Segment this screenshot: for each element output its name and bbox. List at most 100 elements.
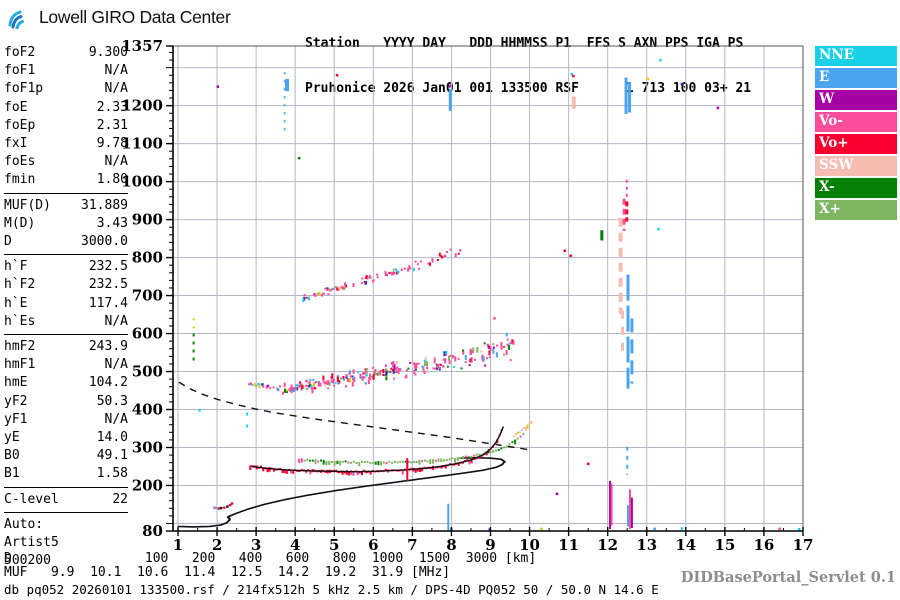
header-columns-line: Station YYYY DAY DDD HHMMSS P1 FFS S AXN… — [305, 36, 744, 51]
param-row-hf: h`F 232.5 — [4, 258, 128, 276]
grid-lines — [173, 46, 804, 531]
param-value: 3.43 — [96, 215, 128, 231]
param-label: hmF2 — [4, 339, 36, 355]
echo-type-legend: NNE E W Vo- Vo+ SSW X- X+ — [815, 46, 897, 222]
x-tick-label-1: 1 — [173, 536, 183, 554]
param-row-he: h`E 117.4 — [4, 295, 128, 313]
param-row-md: M(D) 3.43 — [4, 215, 128, 233]
scaled-parameters-panel: foF2 9.300 foF1 N/A foF1p N/A foE 2.33 foEp 2.31 f… — [4, 44, 128, 570]
logo-text: Lowell GIRO Data Center — [39, 6, 231, 27]
x-tick-label-8: 8 — [446, 536, 456, 554]
param-label: foE — [4, 99, 28, 115]
param-value: N/A — [104, 154, 128, 170]
series-multi-hop-upper-trace — [302, 248, 462, 302]
param-label: fxI — [4, 136, 28, 152]
param-row-foep: foEp 2.31 — [4, 117, 128, 135]
y-tick-label-1000: 1000 — [121, 173, 163, 191]
ionogram-data-layer — [178, 58, 801, 531]
param-row-hf2: h`F2 232.5 — [4, 276, 128, 294]
y-tick-label-1357: 1357 — [121, 37, 163, 55]
param-row-d: D 3000.0 — [4, 233, 128, 251]
y-tick-label-80: 80 — [142, 522, 163, 540]
series-f2-o-mode-trace — [249, 429, 503, 476]
param-label: D — [4, 234, 12, 250]
y-tick-label-400: 400 — [132, 401, 163, 419]
param-value: N/A — [104, 63, 128, 79]
param-label: hmF1 — [4, 357, 36, 373]
x-tick-label-3: 3 — [251, 536, 261, 554]
param-label: h`F — [4, 259, 28, 275]
y-tick-label-700: 700 — [132, 287, 163, 305]
giro-logo: Lowell GIRO Data Center — [8, 5, 231, 29]
param-label: h`E — [4, 295, 28, 311]
param-value: 31.889 — [81, 197, 128, 213]
autoscaling-info-line: 500200 — [4, 553, 51, 569]
param-row-foes: foEs N/A — [4, 153, 128, 171]
param-value: 1.58 — [96, 466, 128, 482]
x-tick-label-5: 5 — [329, 536, 339, 554]
param-value: N/A — [104, 81, 128, 97]
legend-item-vo: Vo- — [815, 112, 897, 132]
param-value: 232.5 — [88, 277, 128, 293]
param-row-fmin: fmin 1.80 — [4, 171, 128, 189]
station-header: Station YYYY DAY DDD HHMMSS P1 FFS S AXN… — [305, 6, 751, 111]
param-value: 9.300 — [88, 45, 128, 60]
y-tick-label-200: 200 — [132, 476, 163, 494]
param-row-fof1p: foF1p N/A — [4, 80, 128, 98]
param-value: 50.3 — [96, 393, 128, 409]
legend-item-w: W — [815, 90, 897, 110]
y-tick-label-1200: 1200 — [121, 97, 163, 115]
x-tick-label-4: 4 — [290, 536, 300, 554]
param-value: 104.2 — [88, 375, 128, 391]
param-row-b0: B0 49.1 — [4, 447, 128, 465]
giro-wave-icon — [8, 10, 24, 29]
param-label: M(D) — [4, 215, 36, 231]
param-value: N/A — [104, 357, 128, 373]
param-label: yF2 — [4, 393, 28, 409]
autoscaling-info-line: Auto: — [4, 516, 44, 532]
y-tick-label-900: 900 — [132, 211, 163, 229]
x-tick-label-15: 15 — [714, 536, 735, 554]
legend-item-x: X+ — [815, 200, 897, 220]
param-value: 2.33 — [96, 99, 128, 115]
x-tick-label-10: 10 — [519, 536, 540, 554]
muf-transmission-curve-dashed — [178, 381, 530, 451]
param-label: MUF(D) — [4, 197, 51, 213]
y-tick-label-800: 800 — [132, 249, 163, 267]
y-tick-label-300: 300 — [132, 438, 163, 456]
param-label: foF2 — [4, 45, 36, 60]
param-value: 9.78 — [96, 136, 128, 152]
param-value: 243.9 — [88, 339, 128, 355]
param-row-b1: B1 1.58 — [4, 465, 128, 483]
param-row-hes: h`Es N/A — [4, 313, 128, 331]
param-value: 49.1 — [96, 448, 128, 464]
param-value: 1.80 — [96, 172, 128, 188]
param-row-yf2: yF2 50.3 — [4, 393, 128, 411]
param-row-clevel: C-level 22 — [4, 491, 128, 509]
y-tick-label-600: 600 — [132, 325, 163, 343]
series-e-layer-trace — [213, 502, 234, 510]
param-label: B0 — [4, 448, 20, 464]
panel-divider — [4, 511, 128, 513]
param-label: C-level — [4, 491, 59, 507]
param-label: foEs — [4, 154, 36, 170]
x-tick-label-11: 11 — [558, 536, 579, 554]
param-label: yF1 — [4, 411, 28, 427]
series-f2-x-mode-trace — [298, 433, 525, 467]
panel-divider — [4, 334, 128, 336]
y-tick-label-500: 500 — [132, 363, 163, 381]
panel-divider — [4, 192, 128, 194]
legend-item-vo: Vo+ — [815, 134, 897, 154]
y-tick-label-1100: 1100 — [121, 135, 163, 153]
param-value: 14.0 — [96, 430, 128, 446]
legend-item-ssw: SSW — [815, 156, 897, 176]
param-row-mufd: MUF(D) 31.889 — [4, 197, 128, 215]
muf-table-muf-row: MUF 9.9 10.1 10.6 11.4 12.5 14.2 19.2 31… — [4, 565, 451, 580]
param-label: h`Es — [4, 313, 36, 329]
param-label: fmin — [4, 172, 36, 188]
param-row-hme: hmE 104.2 — [4, 374, 128, 392]
param-label: hmE — [4, 375, 28, 391]
axis-ticks-and-labels: 1357 1200 1100 1000 900 800 700 600 500 400 300 200… — [121, 37, 813, 554]
x-tick-label-13: 13 — [636, 536, 657, 554]
param-row-fxi: fxI 9.78 — [4, 135, 128, 153]
